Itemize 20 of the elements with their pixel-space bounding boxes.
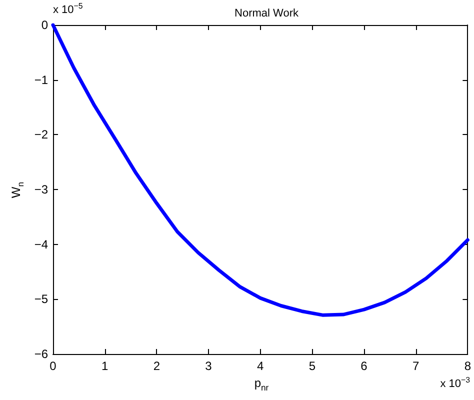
x-tick-label: 3 (205, 359, 212, 373)
x-tick-label: 1 (101, 359, 108, 373)
x-tick-label: 5 (308, 359, 316, 373)
x-axis-title: p$_{nr}$ (254, 376, 269, 392)
x-tick-label: 8 (464, 359, 472, 373)
x-tick-label: 7 (412, 359, 420, 373)
x-tick-label: 0 (50, 359, 57, 373)
y-tick-label: −1 (34, 72, 48, 87)
y-tick-label: 0 (41, 18, 48, 32)
y-tick-label: −2 (34, 128, 48, 142)
x-tick-label: 2 (153, 359, 160, 373)
y-tick-label: −5 (34, 292, 48, 306)
text: x 10$^{−5}$ (53, 1, 83, 17)
y-tick-label: −4 (34, 237, 48, 252)
chart-title: Normal Work (234, 8, 299, 20)
text: x 10$^{−3}$ (440, 375, 470, 391)
x-tick-label: 6 (360, 359, 368, 373)
x-tick-label: 4 (256, 359, 264, 373)
y-tick-label: −6 (34, 347, 48, 361)
y-tick-label: −3 (34, 182, 48, 196)
